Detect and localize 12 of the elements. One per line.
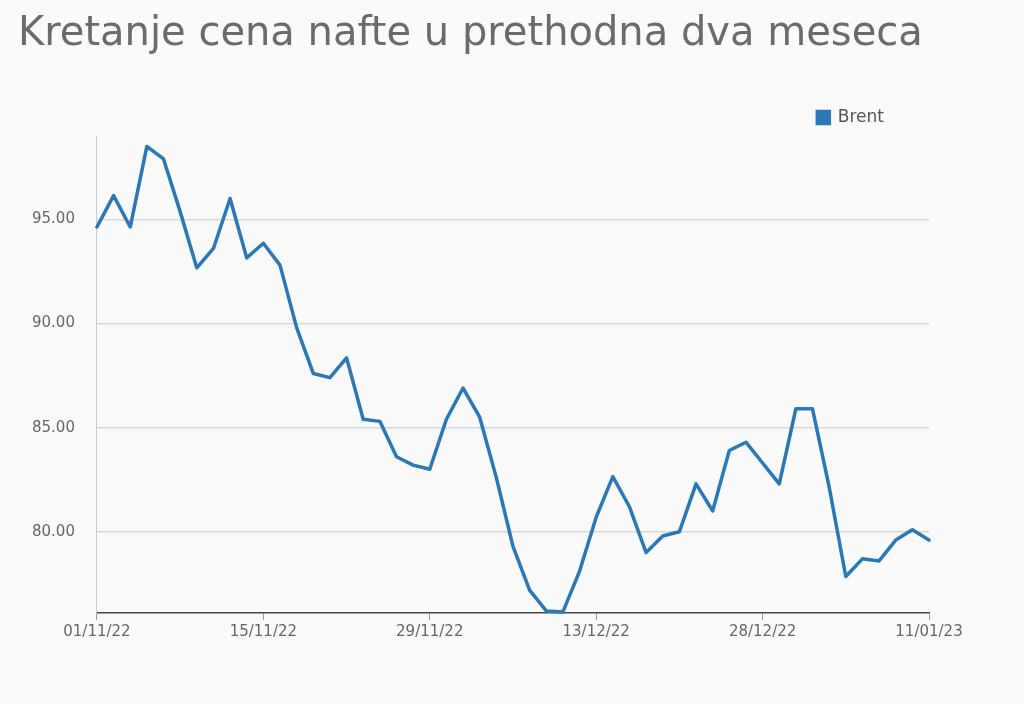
y-tick-label: 95.00 xyxy=(31,209,75,228)
x-tick-label: 13/12/22 xyxy=(562,621,630,640)
legend-label: Brent xyxy=(837,105,885,126)
chart-title: Kretanje cena nafte u prethodna dva meseca xyxy=(18,8,923,54)
x-tick-label: 01/11/22 xyxy=(63,621,131,640)
x-tick-label: 28/12/22 xyxy=(728,621,797,640)
x-tick-label: 29/11/22 xyxy=(396,621,464,640)
y-tick-label: 90.00 xyxy=(31,313,75,332)
x-tick-label: 15/11/22 xyxy=(229,621,298,640)
y-tick-label: 85.00 xyxy=(31,417,75,436)
y-tick-label: 80.00 xyxy=(31,521,75,540)
x-tick-label: 11/01/23 xyxy=(895,621,963,640)
